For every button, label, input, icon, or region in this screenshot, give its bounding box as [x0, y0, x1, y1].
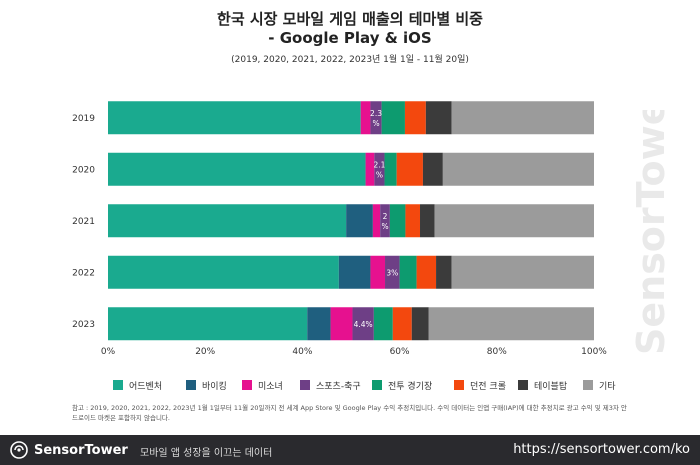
data-label: 2.3% [370, 109, 382, 128]
data-label: 2.1% [373, 160, 385, 179]
bar-segment [370, 255, 386, 289]
x-tick-label: 60% [390, 347, 410, 357]
bar-segment [384, 152, 397, 186]
legend-item: 기타 [583, 377, 616, 393]
data-label: 4.4% [354, 320, 373, 329]
bar-segment [416, 255, 437, 289]
bar-segment [346, 204, 373, 238]
bar-segment [370, 101, 382, 135]
legend-swatch [372, 380, 382, 390]
bar-segment [422, 152, 443, 186]
bar-segment [108, 101, 361, 135]
bar-segment [396, 152, 423, 186]
bar-segment [372, 204, 381, 238]
bar-segment [451, 101, 594, 135]
bar-segment [338, 255, 371, 289]
bar-segment [352, 307, 374, 341]
legend-label: 어드벤처 [129, 381, 163, 392]
footer-tagline: 모바일 앱 성장을 이끄는 데이터 [140, 448, 273, 459]
x-tick-label: 80% [487, 347, 507, 357]
bar-segment [365, 152, 375, 186]
legend-swatch [186, 380, 196, 390]
footer-brand: SensorTower [34, 442, 128, 458]
legend-swatch [583, 380, 593, 390]
bar-segment [373, 307, 393, 341]
footer-bar: SensorTower 모바일 앱 성장을 이끄는 데이터 https://se… [0, 435, 700, 465]
bar-segment [360, 101, 371, 135]
bar-segment [436, 255, 452, 289]
bar-segment [389, 204, 406, 238]
x-tick-label: 100% [581, 347, 607, 357]
x-tick-label: 0% [101, 347, 116, 357]
footer-url-link[interactable]: https://sensortower.com/ko [513, 442, 690, 457]
legend-item: 미소녀 [242, 377, 283, 393]
bar-segment [428, 307, 594, 341]
data-label: 2% [381, 212, 388, 231]
bar-segment [108, 307, 308, 341]
legend-item: 바이킹 [186, 377, 227, 393]
footnote: 참고 : 2019, 2020, 2021, 2022, 2023년 1월 1일… [72, 404, 627, 422]
legend-label: 전투 경기장 [388, 381, 433, 392]
bar-segment [451, 255, 594, 289]
bar-segment [381, 101, 405, 135]
bar-segment [411, 307, 429, 341]
legend-swatch [113, 380, 123, 390]
legend-swatch [242, 380, 252, 390]
bar-segment [385, 255, 400, 289]
y-category-label: 2021 [72, 217, 95, 227]
legend-swatch [300, 380, 310, 390]
bar-segment [399, 255, 417, 289]
footer-logo: SensorTower [10, 441, 128, 459]
bar-segment [108, 255, 339, 289]
legend-item: 어드벤처 [113, 377, 162, 393]
bar-segment [392, 307, 412, 341]
legend-swatch [454, 380, 464, 390]
chart-title: 한국 시장 모바일 게임 매출의 테마별 비중 [217, 10, 483, 28]
y-category-label: 2022 [72, 268, 95, 278]
legend-item: 전투 경기장 [372, 377, 432, 393]
bar-segment [330, 307, 353, 341]
stacked-bar-chart: 0% 20% 40% 60% 80% 100% 2019 2.3 % 2020 2.1 % 2021 2%… [72, 101, 607, 357]
legend-item: 스포츠-축구 [300, 377, 361, 393]
x-tick-label: 40% [292, 347, 312, 357]
legend-label: 스포츠-축구 [316, 381, 361, 392]
y-category-label: 2023 [72, 320, 95, 330]
bar-segment [405, 204, 421, 238]
bar-segment [108, 152, 366, 186]
legend-label: 테이블탑 [534, 381, 568, 392]
bar-segment [434, 204, 594, 238]
legend-label: 미소녀 [258, 381, 283, 392]
legend-swatch [518, 380, 528, 390]
chart-subtitle: (2019, 2020, 2021, 2022, 2023년 1월 1일 - 1… [231, 55, 469, 65]
data-label: 3% [386, 268, 398, 277]
legend-item: 테이블탑 [518, 377, 567, 393]
y-category-label: 2019 [72, 114, 95, 124]
bar-segment [307, 307, 331, 341]
bar-segment [442, 152, 594, 186]
y-category-label: 2020 [72, 165, 95, 175]
watermark-text: SensorTower [629, 110, 673, 355]
x-tick-label: 20% [195, 347, 215, 357]
bar-segment [425, 101, 452, 135]
bar-segment [374, 152, 385, 186]
chart-legend: 어드벤처 바이킹 미소녀 스포츠-축구 전투 경기장 던전 크롤 테이블탑 기타 [0, 377, 700, 393]
legend-label: 기타 [599, 381, 616, 392]
bar-segment [380, 204, 390, 238]
legend-label: 던전 크롤 [470, 381, 506, 392]
legend-label: 바이킹 [202, 381, 227, 392]
bar-segment [404, 101, 426, 135]
bar-segment [420, 204, 435, 238]
chart-title-line2: - Google Play & iOS [268, 29, 432, 47]
bar-segment [108, 204, 347, 238]
sensortower-logo-icon [10, 441, 28, 459]
legend-item: 던전 크롤 [454, 377, 506, 393]
sensortower-watermark: SensorTower [629, 110, 673, 355]
